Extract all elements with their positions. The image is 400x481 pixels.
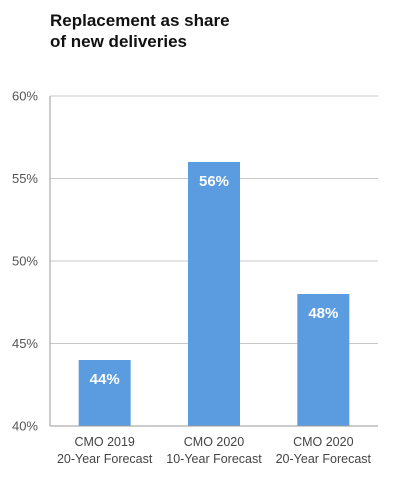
bar-1 <box>188 162 240 426</box>
x-category-label-1-line-2: 10-Year Forecast <box>166 452 262 466</box>
chart-title-line-1: Replacement as share <box>50 11 230 30</box>
y-tick-label-55: 55% <box>12 171 38 186</box>
chart-title: Replacement as share of new deliveries <box>50 10 230 52</box>
data-label-0: 44% <box>90 371 120 388</box>
x-category-label-2-line-1: CMO 2020 <box>293 435 353 449</box>
bar-0 <box>78 360 131 426</box>
data-label-1: 56% <box>199 173 229 190</box>
y-tick-label-60: 60% <box>12 89 38 104</box>
y-tick-label-40: 40% <box>12 419 38 434</box>
x-category-label-0-line-2: 20-Year Forecast <box>57 452 153 466</box>
bar-2 <box>297 294 350 426</box>
axes <box>49 96 378 427</box>
y-tick-label-45: 45% <box>12 336 38 351</box>
x-category-labels: CMO 2019 20-Year Forecast CMO 2020 10-Year … <box>57 435 372 466</box>
y-tick-labels: 40% 45% 50% 55% 60% <box>12 89 38 434</box>
x-category-label-0-line-1: CMO 2019 <box>74 435 134 449</box>
x-category-label-2-line-2: 20-Year Forecast <box>276 452 372 466</box>
data-label-2: 48% <box>308 305 338 322</box>
y-tick-label-50: 50% <box>12 254 38 269</box>
data-labels: 44% 56% 48% <box>90 173 339 388</box>
x-category-label-1-line-1: CMO 2020 <box>184 435 244 449</box>
chart-title-line-2: of new deliveries <box>50 32 187 51</box>
bars <box>78 162 350 426</box>
